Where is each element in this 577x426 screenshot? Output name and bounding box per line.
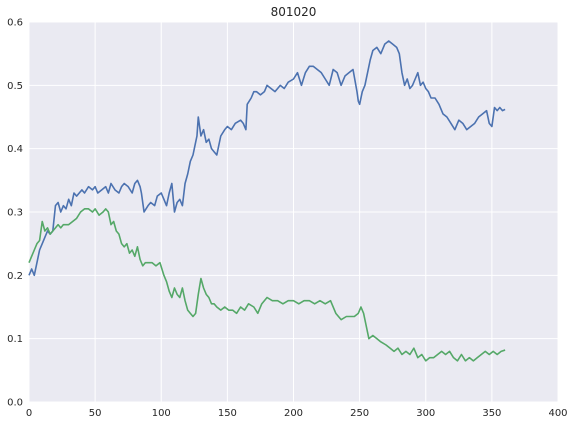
x-tick-label: 0 — [26, 408, 32, 419]
x-tick-label: 50 — [89, 408, 102, 419]
x-tick-label: 200 — [284, 408, 303, 419]
x-tick-label: 400 — [548, 408, 567, 419]
series-layer — [28, 40, 506, 362]
series-line-2 — [28, 208, 506, 362]
y-tick-label: 0.4 — [7, 144, 23, 155]
y-tick-label: 0.2 — [7, 271, 23, 282]
y-axis-ticks: 0.0 0.1 0.2 0.3 0.4 0.5 0.6 — [7, 18, 23, 409]
x-tick-label: 150 — [218, 408, 237, 419]
grid — [28, 21, 559, 403]
x-tick-label: 100 — [152, 408, 171, 419]
x-tick-label: 250 — [350, 408, 369, 419]
x-axis-ticks: 0 50 100 150 200 250 300 350 400 — [26, 408, 568, 419]
chart-title: 801020 — [271, 5, 317, 19]
y-tick-label: 0.1 — [7, 334, 23, 345]
x-tick-label: 350 — [482, 408, 501, 419]
y-tick-label: 0.5 — [7, 81, 23, 92]
series-line-1 — [28, 40, 506, 277]
y-tick-label: 0.3 — [7, 208, 23, 219]
y-tick-label: 0.0 — [7, 398, 23, 409]
x-tick-label: 300 — [416, 408, 435, 419]
y-tick-label: 0.6 — [7, 18, 23, 29]
